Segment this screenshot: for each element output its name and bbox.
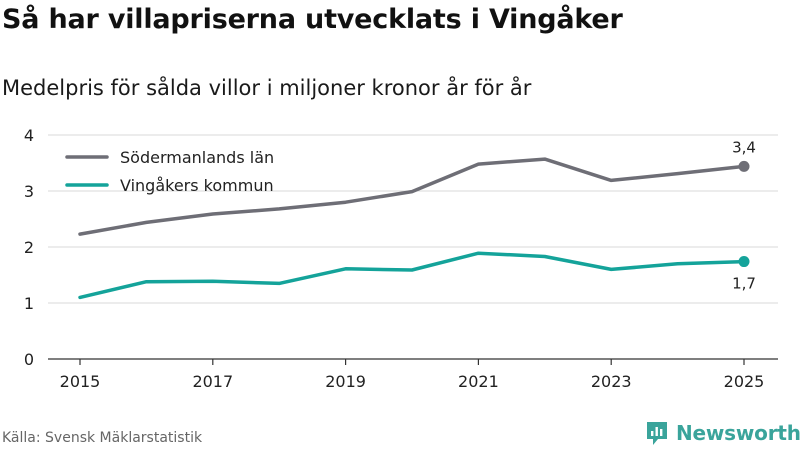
legend-label-2: Vingåkers kommun xyxy=(120,176,274,195)
x-tick-label-2015: 2015 xyxy=(60,372,101,391)
series-2-point-2020 xyxy=(410,268,414,272)
series-2-point-2015 xyxy=(78,295,82,299)
series-1-point-2015 xyxy=(78,232,82,236)
series-1-point-2022 xyxy=(543,157,547,161)
brand-name: Newsworthy xyxy=(676,421,800,445)
series-1-point-2020 xyxy=(410,190,414,194)
x-tick-label-2023: 2023 xyxy=(591,372,632,391)
x-tick-label-2017: 2017 xyxy=(192,372,233,391)
chart-subtitle: Medelpris för sålda villor i miljoner kr… xyxy=(2,76,532,100)
series-1-point-2025 xyxy=(738,160,750,172)
y-tick-label-3: 3 xyxy=(24,182,34,201)
series-1-point-2017 xyxy=(211,212,215,216)
series-1-line xyxy=(78,157,746,236)
data-labels: 3,4 1,7 xyxy=(732,138,756,292)
series-1-end-label: 3,4 xyxy=(732,138,756,156)
series-1-point-2019 xyxy=(344,200,348,204)
series-1-point-2024 xyxy=(676,172,680,176)
x-tick-label-2025: 2025 xyxy=(724,372,765,391)
series-2-point-2018 xyxy=(277,281,281,285)
brand-logo: Newsworthy xyxy=(645,420,800,446)
series-2-point-2017 xyxy=(211,279,215,283)
x-tick-label-2021: 2021 xyxy=(458,372,499,391)
y-tick-label-2: 2 xyxy=(24,238,34,257)
series-lines xyxy=(78,157,750,300)
series-2-point-2016 xyxy=(144,280,148,284)
x-tick-label-2019: 2019 xyxy=(325,372,366,391)
axes: 0 1 2 3 4 2015 2017 2019 2021 2023 2025 xyxy=(24,126,778,391)
series-1-point-2023 xyxy=(609,178,613,182)
source-note: Källa: Svensk Mäklarstatistik xyxy=(2,430,203,446)
y-tick-label-0: 0 xyxy=(24,350,34,369)
legend: Södermanlands län Vingåkers kommun xyxy=(65,148,274,195)
series-2-point-2024 xyxy=(676,262,680,266)
series-2-line xyxy=(78,251,746,300)
series-2-point-2019 xyxy=(344,267,348,271)
series-1-point-2018 xyxy=(277,207,281,211)
chart-title: Så har villapriserna utvecklats i Vingåk… xyxy=(2,4,623,35)
newsworthy-logo-icon xyxy=(647,422,667,445)
legend-label-1: Södermanlands län xyxy=(120,148,274,167)
series-2-point-2021 xyxy=(476,251,480,255)
series-2-point-2025 xyxy=(738,256,750,268)
series-1-point-2021 xyxy=(476,162,480,166)
y-tick-label-1: 1 xyxy=(24,294,34,313)
y-tick-label-4: 4 xyxy=(24,126,34,145)
series-2-point-2022 xyxy=(543,255,547,259)
series-2-end-label: 1,7 xyxy=(732,275,756,293)
series-1-point-2016 xyxy=(144,220,148,224)
series-2-point-2023 xyxy=(609,267,613,271)
